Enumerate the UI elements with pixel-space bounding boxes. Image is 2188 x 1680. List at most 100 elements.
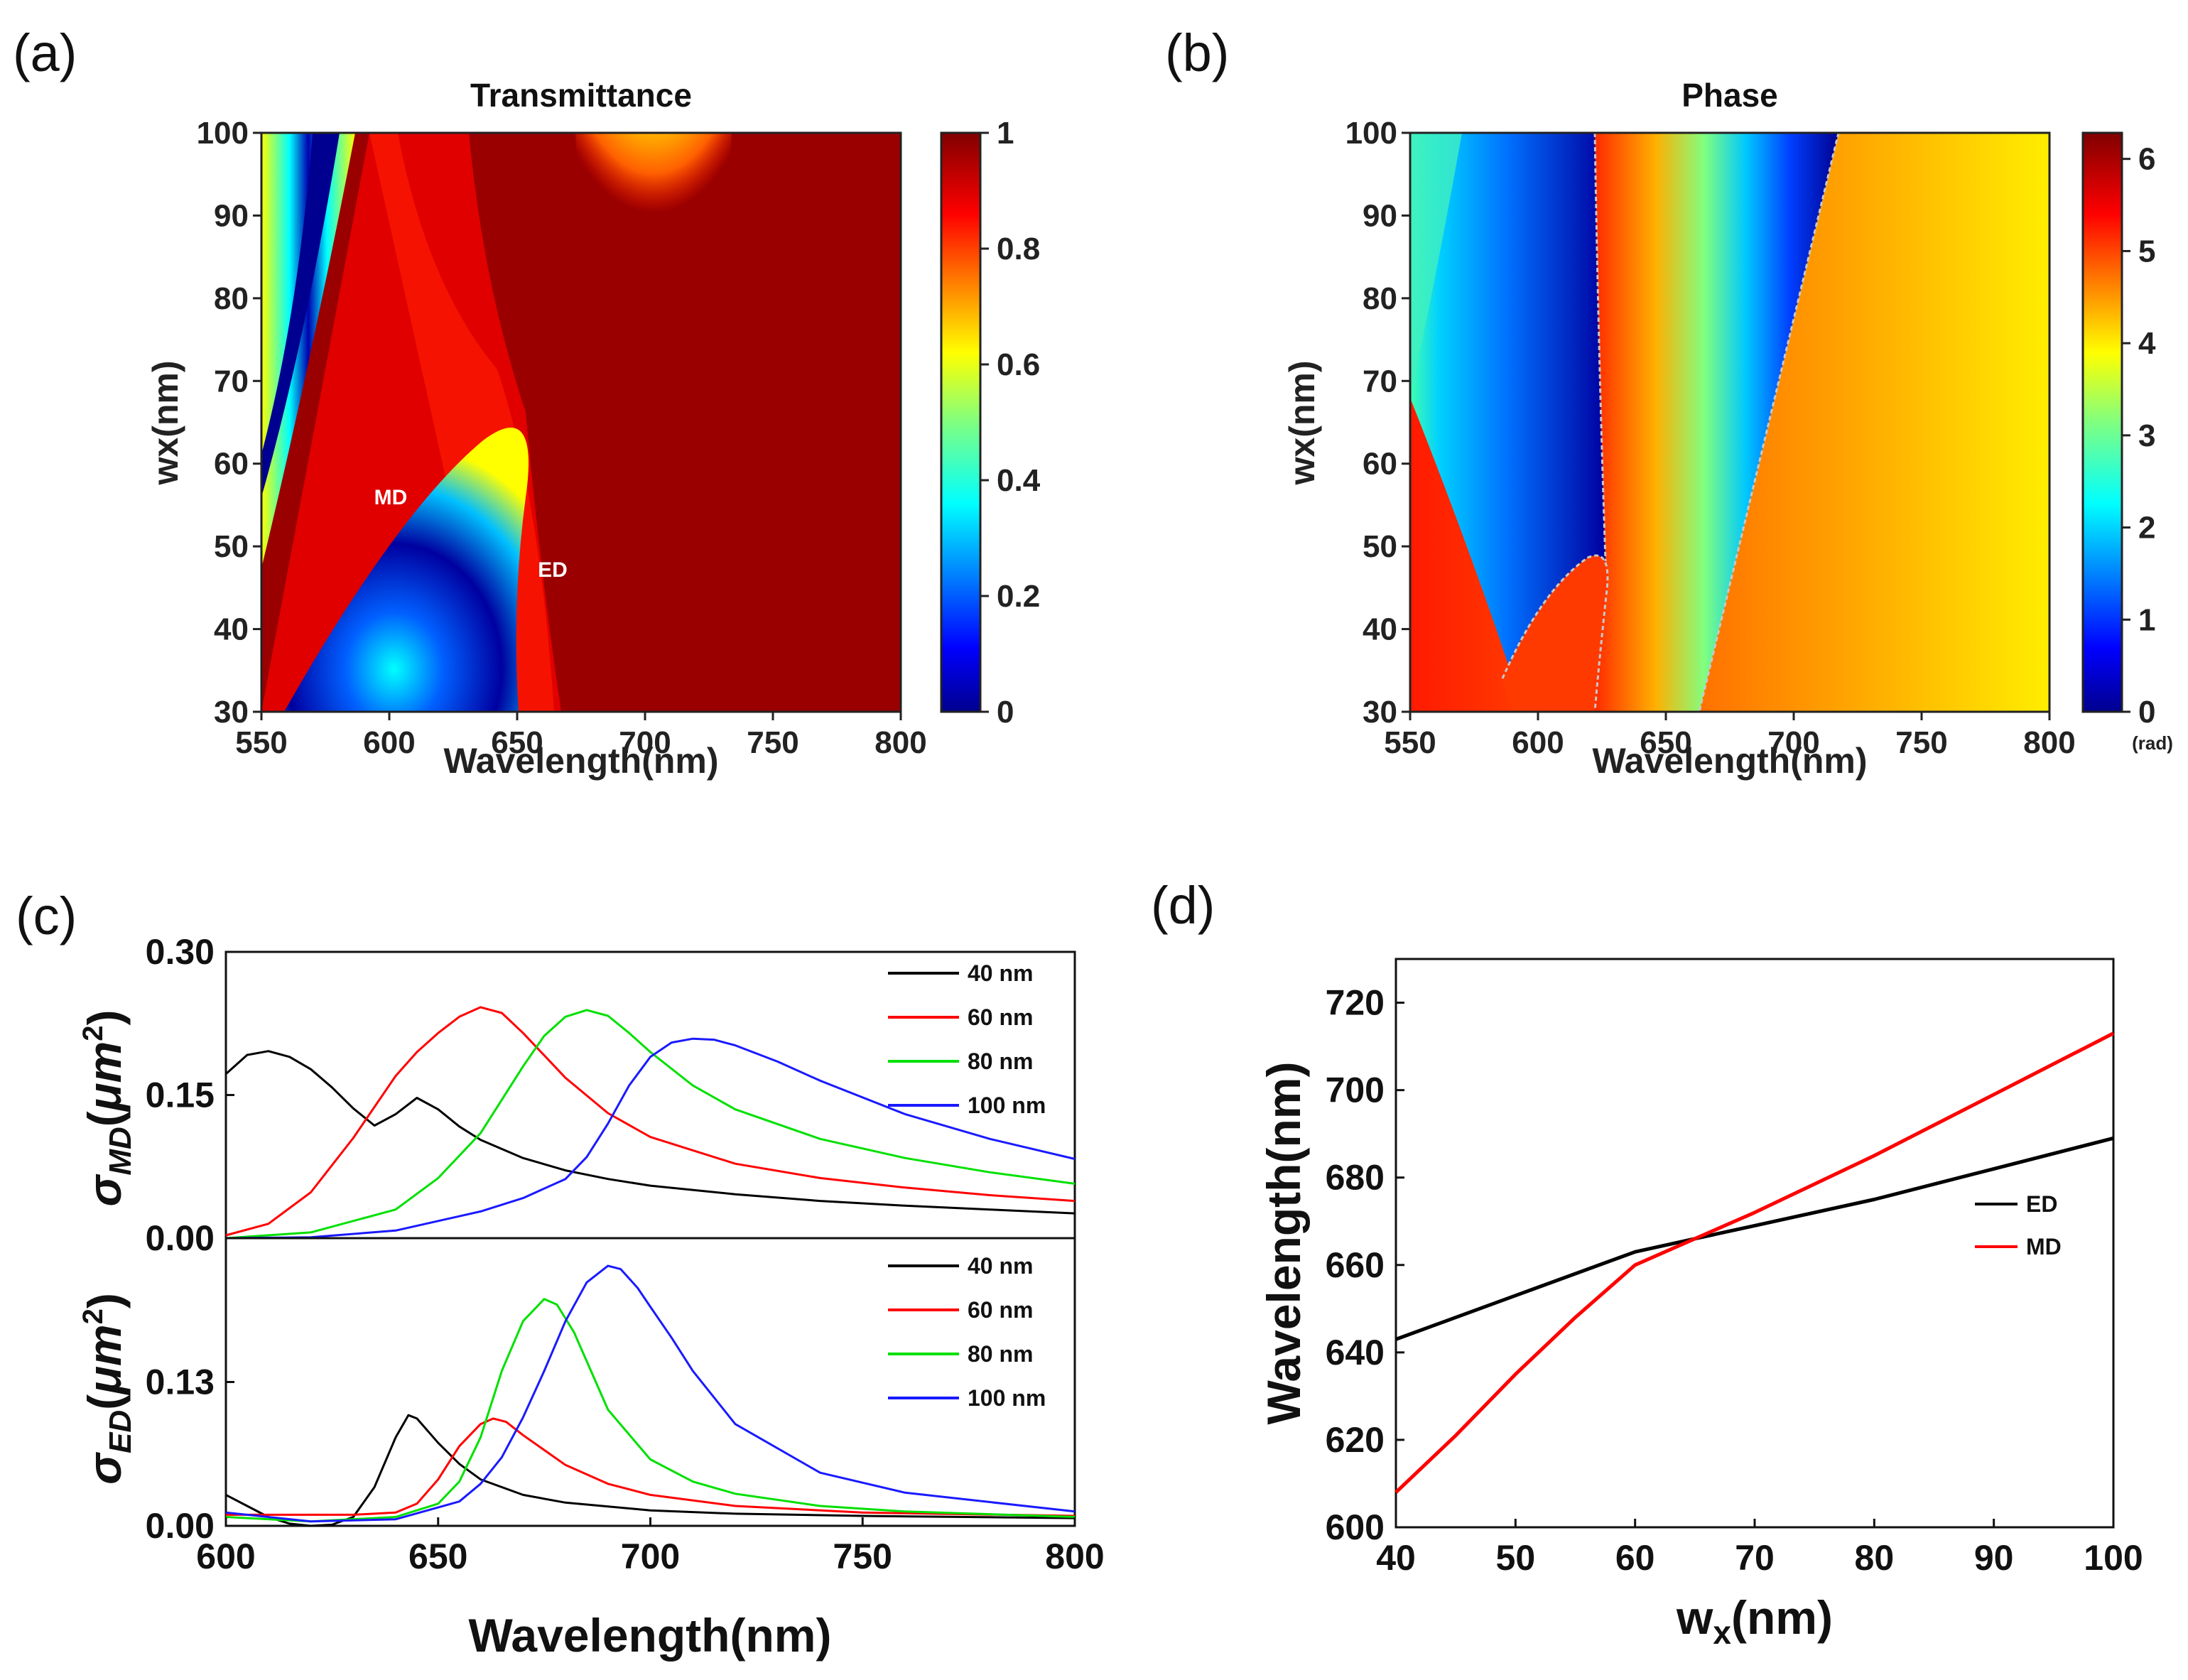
panel-label-b: (b) [1165, 23, 1229, 82]
axes-frame-d [1394, 958, 2115, 1529]
legend-label: 80 nm [968, 1048, 1033, 1074]
x-tick-label: 50 [1496, 1538, 1536, 1578]
y-axis-label-b: wx(nm) [1282, 361, 1322, 486]
x-tick-label: 550 [1384, 725, 1436, 760]
x-ticks-a: 550 600 650 700 750 800 [235, 712, 927, 760]
x-tick-label: 800 [874, 725, 926, 760]
y-tick-label: 0.00 [146, 1506, 215, 1546]
heatmap-top-feature [575, 133, 732, 270]
y-tick-label: 70 [214, 364, 249, 399]
y-tick-label: 0.13 [146, 1362, 215, 1402]
x-tick-label: 650 [408, 1537, 467, 1576]
panel-label-c: (c) [16, 887, 77, 945]
y-tick-label: 40 [1363, 612, 1397, 647]
x-tick-label: 650 [1640, 725, 1691, 760]
x-tick-label: 650 [491, 725, 543, 760]
x-tick-label: 800 [1045, 1537, 1104, 1576]
axes-frame-c-bottom [224, 1237, 1076, 1527]
x-ticks-c-bottom: 600 650 700 750 800 [196, 1517, 1105, 1576]
y-tick-label: 640 [1326, 1333, 1385, 1372]
x-tick-label: 600 [363, 725, 415, 760]
phase-wrap-line-1 [1593, 133, 1607, 562]
legend-label: 60 nm [968, 1297, 1033, 1323]
axes-frame-c-top [224, 950, 1076, 1240]
y-tick-label: 40 [214, 612, 249, 647]
y-tick-label: 620 [1326, 1420, 1385, 1460]
x-tick-label: 60 [1615, 1538, 1655, 1578]
colorbar-a [940, 131, 982, 713]
colorbar-b [2081, 131, 2123, 713]
heatmap-left-band [261, 133, 355, 568]
series-line-100-nm [225, 1037, 1076, 1240]
legend-label: MD [2026, 1234, 2062, 1259]
series-c-bottom [225, 1264, 1076, 1527]
legend-c-bottom: 40 nm 60 nm 80 nm 100 nm [888, 1253, 1046, 1411]
y-ticks-c-bottom: 0.00 0.13 [146, 1362, 234, 1546]
legend-label: 80 nm [968, 1341, 1033, 1367]
colorbar-unit-b: (rad) [2132, 732, 2173, 754]
phase-middle-region [1595, 133, 1838, 712]
heatmap-left-dark-band [261, 133, 340, 497]
series-line-40-nm [225, 1414, 1076, 1527]
legend-label: 60 nm [968, 1004, 1033, 1030]
y-tick-label: 0.30 [146, 932, 215, 972]
series-line-40-nm [224, 1050, 1076, 1215]
y-tick-label: 90 [214, 198, 249, 233]
phase-heatmap [1410, 133, 2049, 712]
phase-left-edge [1410, 133, 1462, 398]
x-axis-label-a: Wavelength(nm) [443, 741, 718, 781]
x-tick-label: 80 [1855, 1538, 1895, 1578]
x-tick-label: 600 [1512, 725, 1564, 760]
y-axis-label-d: Wavelength(nm) [1257, 1062, 1310, 1425]
y-tick-label: 100 [1345, 116, 1397, 151]
x-tick-label: 700 [619, 725, 671, 760]
y-tick-label: 30 [214, 695, 249, 730]
y-tick-label: 100 [197, 116, 249, 151]
legend-label: 100 nm [968, 1385, 1046, 1411]
colorbar-tick-label: 6 [2138, 142, 2155, 177]
y-tick-label: 600 [1326, 1507, 1385, 1547]
y-tick-label: 700 [1326, 1071, 1385, 1110]
colorbar-tick-label: 0.4 [997, 463, 1041, 498]
x-tick-label: 700 [1767, 725, 1819, 760]
y-axis-label-c-bottom: σED(μm2) [77, 1293, 138, 1485]
series-line-md [1394, 1031, 2115, 1494]
annotation-ed: ED [538, 558, 568, 582]
colorbar-tick-label: 0 [2138, 695, 2155, 730]
y-ticks-c-top: 0.00 0.15 0.30 [146, 932, 234, 1258]
colorbar-ticks-a: 0 0.2 0.4 0.6 0.8 1 [980, 116, 1041, 730]
y-tick-label: 80 [1363, 281, 1397, 316]
colorbar-tick-label: 1 [2138, 602, 2155, 637]
panel-a: (a) Transmittance MD ED 3040506070809010… [13, 23, 1041, 781]
x-tick-label: 800 [2023, 725, 2075, 760]
series-line-80-nm [225, 1009, 1076, 1240]
colorbar-tick-label: 0.2 [997, 579, 1040, 614]
colorbar-tick-label: 2 [2138, 511, 2155, 546]
legend-label: 40 nm [968, 1253, 1033, 1279]
panel-label-a: (a) [13, 23, 77, 82]
x-tick-label: 70 [1735, 1538, 1775, 1578]
y-ticks-a: 30 40 50 60 70 80 90 100 [197, 116, 261, 730]
colorbar-tick-label: 0 [997, 695, 1014, 730]
legend-label: ED [2026, 1191, 2057, 1217]
x-tick-label: 40 [1376, 1538, 1416, 1578]
series-line-60-nm [225, 1006, 1076, 1237]
phase-left-region [1410, 133, 1605, 712]
annotation-md: MD [374, 486, 408, 509]
x-tick-label: 550 [235, 725, 287, 760]
colorbar-tick-label: 5 [2138, 234, 2155, 269]
x-tick-label: 700 [621, 1537, 680, 1576]
heatmap-dip-region [284, 428, 529, 712]
x-tick-label: 750 [833, 1537, 892, 1576]
transmittance-heatmap [261, 133, 901, 712]
x-tick-label: 90 [1974, 1538, 2014, 1578]
series-d [1394, 1031, 2115, 1494]
y-tick-label: 80 [214, 281, 249, 316]
x-ticks-d: 40 50 60 70 80 90 100 [1376, 1519, 2143, 1578]
transmittance-title: Transmittance [470, 77, 692, 114]
panel-d: (d) 600 620 640 660 680 700 720 40 50 60 70 80 90 10… [1151, 876, 2143, 1651]
y-tick-label: 0.00 [146, 1218, 215, 1258]
y-tick-label: 60 [1363, 447, 1397, 482]
